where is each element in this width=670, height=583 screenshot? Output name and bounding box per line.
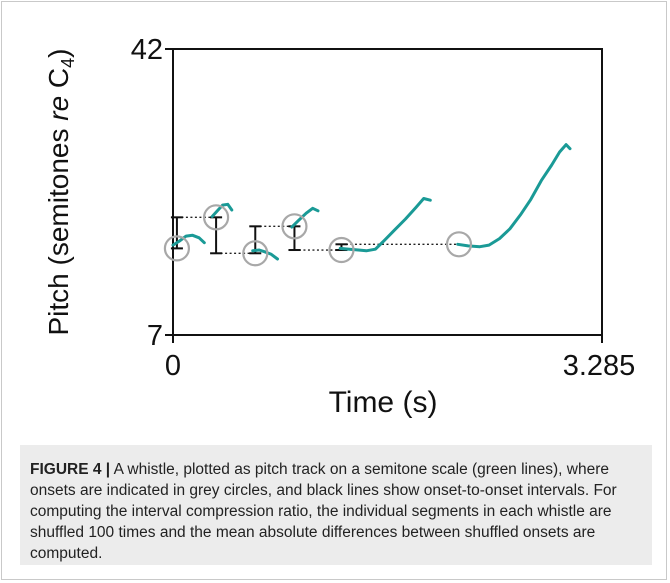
interval-bar-2	[249, 225, 262, 255]
pitch-segment-3	[290, 206, 320, 229]
interval-connectors	[176, 216, 459, 254]
pitch-segment-4	[338, 197, 432, 253]
pitch-segment-0	[171, 233, 206, 247]
pitch-segment-1	[210, 202, 234, 218]
y-tick-label-1: 7	[147, 320, 163, 352]
y-axis-label-tail: C	[43, 68, 74, 96]
caption-label: FIGURE 4 |	[30, 461, 111, 478]
y-axis-label-italic: re	[43, 96, 74, 121]
x-axis-label: Time (s)	[329, 386, 438, 419]
onset-circle-2	[242, 240, 269, 267]
onset-circle-4	[328, 236, 355, 264]
onset-circle-0	[163, 235, 191, 262]
x-tick-label-1: 3.285	[563, 350, 636, 382]
pitch-segments	[171, 143, 572, 261]
onset-circles	[163, 204, 473, 267]
y-axis-label-close: )	[43, 49, 74, 58]
plot-area-border	[172, 48, 603, 336]
chart-axes	[165, 48, 603, 343]
y-axis-label-sub: 4	[58, 58, 78, 68]
interval-bar-1	[210, 216, 223, 255]
onset-circle-3	[281, 213, 308, 240]
interval-bars	[170, 216, 348, 255]
tick-labels: 42 70 3.285	[131, 34, 636, 382]
pitch-segment-2	[251, 248, 279, 261]
figure-caption: FIGURE 4 | A whistle, plotted as pitch t…	[30, 459, 646, 564]
x-tick-label-0: 0	[165, 350, 181, 382]
pitch-segment-5	[456, 143, 572, 249]
caption-text: A whistle, plotted as pitch track on a s…	[30, 461, 617, 562]
caption-box: FIGURE 4 | A whistle, plotted as pitch t…	[20, 445, 652, 565]
y-axis-label: Pitch (semitones re C4)	[43, 49, 78, 336]
y-axis-label-main: Pitch (semitones	[43, 121, 74, 336]
y-tick-label-0: 42	[131, 34, 163, 66]
onset-circle-5	[445, 231, 473, 258]
onset-circle-1	[202, 204, 230, 231]
pitch-chart: 42 70 3.285 Time (s) Pitch (semitones re C…	[43, 34, 636, 419]
